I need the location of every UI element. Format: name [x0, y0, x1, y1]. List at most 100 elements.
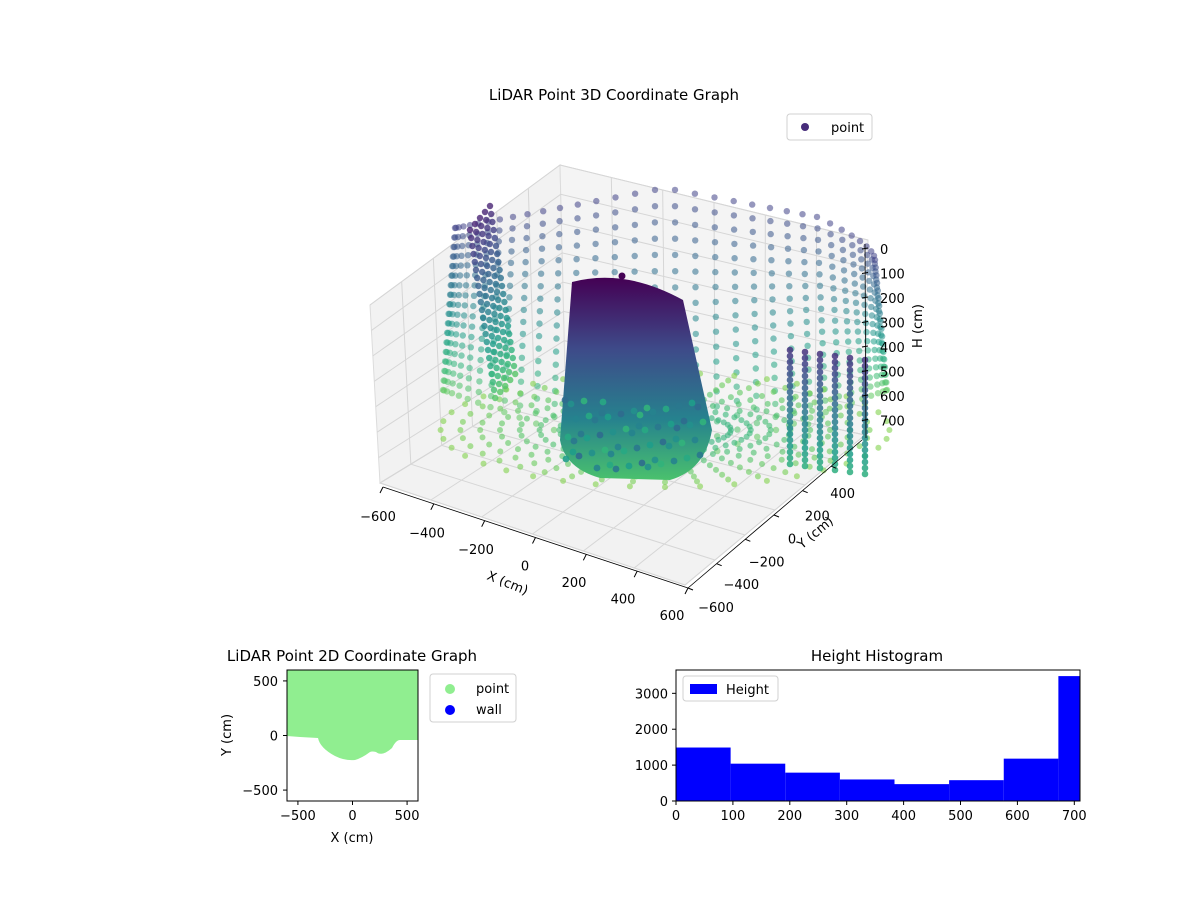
cloud-point [831, 454, 839, 462]
cloud-point [479, 434, 486, 441]
cloud-point [517, 463, 524, 470]
cloud-point [692, 330, 699, 338]
cloud-point [708, 438, 715, 445]
cloud-point [751, 324, 759, 331]
cloud-point [531, 393, 538, 400]
cloud-point [478, 222, 485, 230]
cloud-point [593, 197, 600, 205]
cloud-point [479, 450, 486, 457]
cloud-point [724, 405, 731, 412]
cloud-point [806, 402, 814, 409]
cloud-point [747, 397, 754, 404]
cloud-point [675, 402, 683, 410]
cloud-point [452, 341, 459, 348]
histogram-bar [1058, 676, 1080, 801]
cloud-point [718, 455, 725, 462]
cloud-point [793, 473, 800, 480]
cloud-point [870, 338, 878, 345]
cloud-point [763, 376, 770, 383]
cloud-point [512, 399, 519, 406]
cloud-point [459, 342, 466, 349]
z3d-tick-label: 100 [880, 268, 905, 283]
cloud-point [517, 378, 525, 385]
cloud-point [846, 384, 854, 392]
cloud-point [469, 313, 476, 320]
y3d-tick-mark [745, 538, 751, 542]
x3d-tick-mark [532, 537, 536, 544]
cloud-point [631, 268, 638, 275]
cloud-point [505, 414, 512, 420]
cloud-point [519, 330, 527, 338]
cloud-point [537, 295, 544, 302]
cloud-point [491, 234, 498, 242]
cloud-point [553, 322, 560, 329]
cloud-point [807, 414, 814, 421]
cloud-point [502, 382, 509, 390]
cloud-point [846, 354, 854, 362]
cloud-point [733, 383, 740, 390]
cloud-point [462, 292, 469, 299]
cloud-point [520, 306, 527, 314]
cloud-point [861, 301, 868, 308]
cloud-point [490, 386, 498, 394]
cloud-point [481, 284, 488, 292]
cloud-point [454, 301, 462, 309]
cloud-point [816, 440, 824, 448]
cloud-point [830, 295, 838, 303]
cloud-point [846, 372, 854, 380]
cloud-point [816, 458, 824, 466]
cloud-point [856, 357, 863, 364]
cloud-point [852, 299, 860, 306]
cloud-point [786, 388, 794, 396]
cloud-point [651, 251, 659, 259]
cloud-point [553, 335, 560, 342]
histogram-title: Height Histogram [811, 647, 943, 665]
cloud-point [874, 381, 881, 388]
cloud-point [569, 473, 576, 480]
cloud-point [865, 269, 872, 276]
cloud-point [476, 290, 483, 298]
cloud-point [826, 220, 834, 227]
cloud-point [846, 450, 854, 458]
cloud-point [801, 366, 809, 374]
cloud-point [486, 240, 493, 248]
y3d-tick-label: 400 [830, 487, 855, 502]
cloud-point [830, 285, 837, 292]
cloud-point [478, 335, 485, 342]
cloud-point [478, 346, 485, 353]
cloud-point [448, 330, 455, 337]
cloud-point [816, 428, 824, 436]
cloud-point [651, 203, 659, 210]
cloud-point [861, 404, 869, 412]
cloud-point [803, 306, 810, 314]
cloud-point [518, 354, 526, 361]
cloud-point [786, 364, 794, 372]
cloud-point [560, 477, 567, 484]
cloud-point [781, 436, 788, 443]
cloud-point [502, 344, 509, 352]
cloud-point [552, 361, 559, 368]
cloud-outlier [618, 272, 626, 280]
cloud-point [471, 258, 478, 266]
cloud-point [542, 417, 549, 424]
cloud-point [730, 212, 738, 219]
cloud-point [753, 419, 761, 427]
cloud-point [856, 237, 864, 245]
plot2d-ytick-label: 0 [270, 730, 278, 745]
cloud-point [458, 352, 465, 359]
cloud-point [749, 201, 756, 208]
cloud-point [828, 252, 835, 260]
cloud-point [816, 446, 824, 454]
cloud-point [770, 388, 777, 395]
cloud-point [792, 393, 799, 400]
cloud-point [786, 283, 793, 290]
x3d-tick-mark [379, 486, 384, 494]
cloud-point [468, 323, 476, 330]
cloud-point [874, 287, 881, 294]
cloud-point [872, 364, 880, 371]
plot2d-ylabel: Y (cm) [220, 714, 235, 757]
cloud-point [817, 294, 824, 301]
cloud-point [494, 250, 501, 258]
cloud-point [864, 347, 871, 354]
cloud-point [770, 335, 777, 342]
